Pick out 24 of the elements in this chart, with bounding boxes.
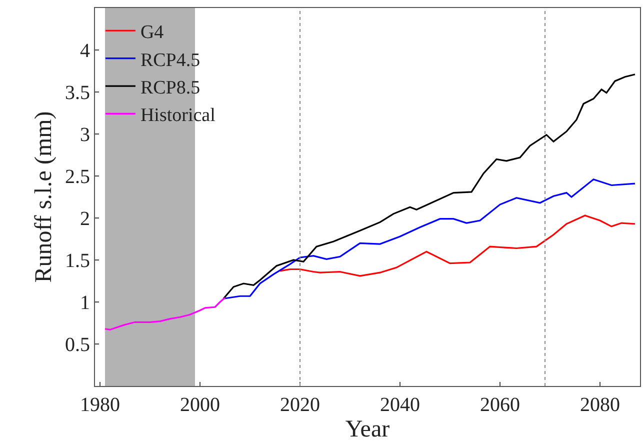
line-series bbox=[104, 297, 226, 331]
x-tick-label: 2080 bbox=[580, 394, 620, 416]
y-tick-label: 3.5 bbox=[65, 82, 90, 104]
x-tick-label: 2040 bbox=[380, 394, 420, 416]
y-tick-label: 1.5 bbox=[65, 250, 90, 272]
x-axis-title: Year bbox=[345, 416, 390, 442]
legend-label: G4 bbox=[140, 22, 164, 44]
x-tick-label: 2000 bbox=[180, 394, 220, 416]
line-series bbox=[279, 214, 636, 277]
x-tick-label: 2060 bbox=[480, 394, 520, 416]
x-tick-label: 2020 bbox=[280, 394, 320, 416]
y-tick-label: 4 bbox=[80, 40, 90, 62]
y-tick-label: 0.5 bbox=[65, 334, 90, 356]
y-tick-label: 1 bbox=[80, 292, 90, 314]
line-series bbox=[222, 74, 636, 300]
y-axis-title: Runoff s.l.e (mm) bbox=[31, 111, 58, 283]
legend-label: RCP4.5 bbox=[140, 50, 200, 71]
y-tick-label: 2 bbox=[80, 208, 90, 230]
y-tick-label: 3 bbox=[80, 124, 90, 146]
x-tick-label: 1980 bbox=[80, 394, 120, 416]
legend-label: Historical bbox=[140, 105, 216, 126]
line-series bbox=[222, 178, 636, 300]
legend-label: RCP8.5 bbox=[140, 77, 200, 98]
y-tick-label: 2.5 bbox=[65, 166, 90, 188]
